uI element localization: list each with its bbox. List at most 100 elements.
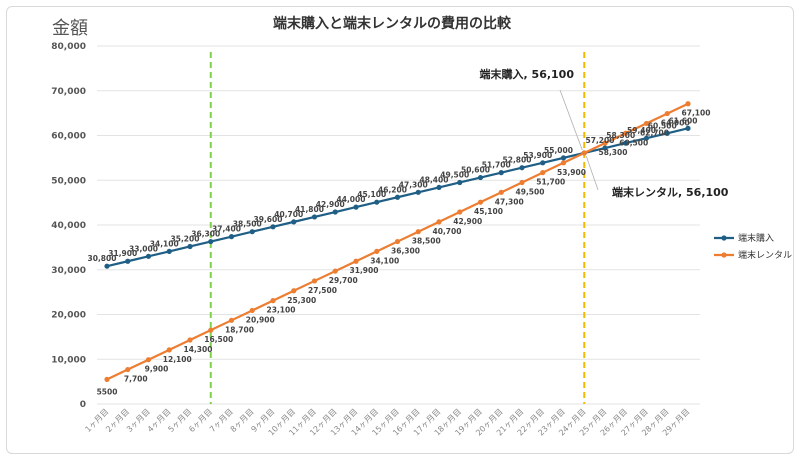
data-label: 35,200 (171, 234, 200, 243)
data-label: 39,600 (254, 215, 283, 224)
data-point (498, 189, 504, 195)
data-point (249, 307, 255, 314)
data-label: 33,000 (129, 244, 158, 253)
data-point (436, 219, 442, 225)
data-point (353, 204, 359, 210)
legend-label: 端末レンタル (738, 249, 792, 261)
data-point (477, 199, 484, 205)
data-label: 42,900 (453, 217, 482, 226)
data-label: 61,600 (669, 116, 698, 125)
data-point (498, 170, 504, 176)
data-label: 60,500 (619, 138, 648, 147)
data-label: 36,300 (391, 247, 420, 256)
data-label: 27,500 (308, 286, 337, 295)
data-point (291, 219, 297, 225)
data-label: 36,300 (191, 230, 220, 239)
y-tick-label: 10,000 (51, 355, 86, 365)
data-label: 51,700 (536, 178, 565, 187)
data-label: 47,300 (399, 180, 428, 189)
data-label: 25,300 (287, 296, 316, 305)
data-point (581, 150, 587, 156)
data-point (664, 130, 670, 136)
annotation-rental: 端末レンタル, 56,100 (612, 185, 729, 199)
data-label: 38,500 (412, 237, 441, 246)
data-point (374, 248, 380, 255)
annotation-purchase: 端末購入, 56,100 (480, 67, 575, 81)
data-label: 23,100 (267, 306, 296, 315)
y-tick-label: 20,000 (51, 311, 86, 321)
data-point (436, 184, 442, 191)
data-label: 30,800 (88, 254, 117, 263)
data-label: 49,500 (516, 187, 545, 196)
data-label: 7,700 (124, 375, 148, 384)
data-label: 41,800 (295, 205, 324, 214)
data-point (560, 160, 567, 166)
data-label: 59,400 (627, 126, 656, 135)
data-label: 57,200 (586, 136, 615, 145)
data-label: 42,900 (316, 200, 345, 209)
annotation-leader (559, 89, 583, 151)
y-tick-label: 70,000 (51, 87, 86, 97)
data-label: 12,100 (163, 355, 192, 364)
legend-marker (721, 252, 727, 258)
data-label: 5500 (97, 387, 118, 396)
data-point (353, 258, 359, 264)
data-point (145, 357, 152, 363)
data-label: 47,300 (495, 197, 524, 206)
data-label: 46,200 (378, 185, 407, 194)
data-point (540, 170, 546, 176)
data-label: 58,300 (606, 131, 635, 140)
data-label: 16,500 (204, 335, 233, 344)
y-tick-label: 30,000 (51, 266, 86, 276)
data-label: 49,500 (440, 170, 469, 179)
data-label: 53,900 (523, 151, 552, 160)
data-point (602, 140, 608, 146)
data-point (187, 337, 193, 343)
y-tick-label: 40,000 (51, 221, 86, 231)
data-point (519, 165, 525, 171)
data-label: 51,700 (482, 161, 511, 170)
data-point (291, 288, 297, 294)
data-point (394, 238, 401, 245)
data-point (643, 135, 650, 141)
data-point (664, 110, 670, 117)
y-axis-label: 金額 (52, 18, 88, 39)
data-point (125, 366, 131, 373)
data-point (187, 243, 193, 250)
data-point (311, 278, 318, 284)
data-point (685, 125, 691, 131)
data-point (332, 209, 338, 215)
annotation-leader (585, 155, 599, 191)
data-point (415, 189, 421, 195)
data-point (249, 229, 255, 235)
data-point (374, 199, 380, 205)
data-label: 29,700 (329, 276, 358, 285)
data-label: 44,000 (337, 195, 366, 204)
data-point (125, 258, 131, 264)
data-label: 67,100 (682, 109, 711, 118)
data-point (457, 179, 463, 186)
y-tick-label: 60,000 (51, 132, 86, 142)
data-point (270, 298, 276, 304)
data-point (208, 327, 214, 333)
data-point (104, 263, 110, 269)
data-point (166, 347, 172, 353)
data-label: 18,700 (225, 325, 254, 334)
y-tick-label: 80,000 (51, 42, 86, 52)
data-point (457, 209, 463, 215)
chart-frame (6, 6, 794, 454)
data-point (311, 214, 318, 220)
data-point (166, 248, 172, 255)
data-label: 45,100 (357, 190, 386, 199)
data-label: 45,100 (474, 207, 503, 216)
data-point (104, 376, 110, 382)
data-label: 50,600 (461, 166, 490, 175)
data-point (270, 224, 276, 230)
data-label: 48,400 (420, 175, 449, 184)
data-point (208, 238, 214, 245)
data-label: 64,900 (661, 119, 690, 128)
data-label: 31,900 (350, 266, 379, 275)
data-label: 53,900 (557, 168, 586, 177)
data-point (145, 253, 152, 259)
data-label: 9,900 (145, 365, 169, 374)
